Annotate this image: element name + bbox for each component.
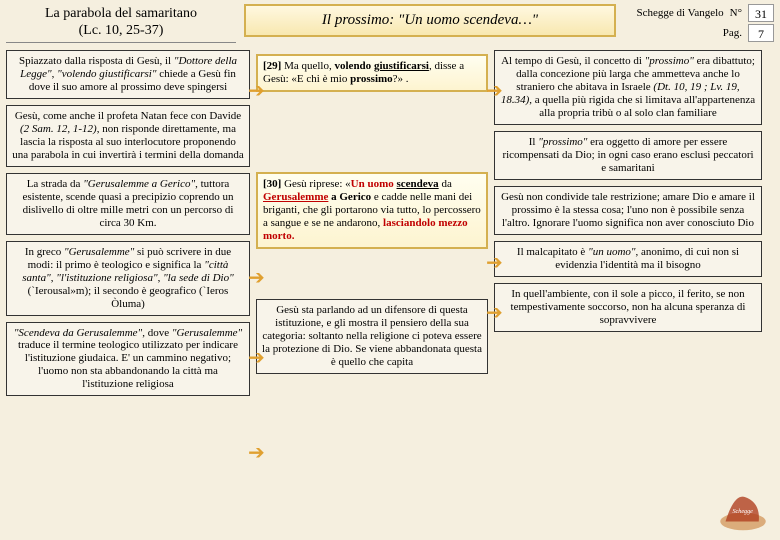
- center-column: [29] Ma quello, volendo giustificarsi, d…: [256, 50, 488, 402]
- left-title-2: (Lc. 10, 25-37): [10, 23, 232, 40]
- series-label: Schegge di Vangelo: [636, 7, 723, 19]
- left-box-5: "Scendeva da Gerusalemme", dove "Gerusal…: [6, 322, 250, 397]
- svg-text:Schegge: Schegge: [733, 509, 754, 515]
- n-label: N°: [730, 7, 742, 19]
- right-box-5: In quell'ambiente, con il sole a picco, …: [494, 283, 762, 332]
- right-box-1: Al tempo di Gesù, il concetto di "prossi…: [494, 50, 762, 125]
- title-right: Schegge di Vangelo N° 31 Pag. 7: [624, 4, 774, 44]
- left-title-1: La parabola del samaritano: [10, 6, 232, 23]
- left-box-3: La strada da "Gerusalemme a Gerico", tut…: [6, 173, 250, 235]
- center-box-1: [29] Ma quello, volendo giustificarsi, d…: [256, 54, 488, 92]
- right-box-3: Gesù non condivide tale restrizione; ama…: [494, 186, 762, 235]
- title-center: Il prossimo: "Un uomo scendeva…": [244, 4, 616, 37]
- pag-value: 7: [748, 24, 774, 42]
- arrow-icon: ➔: [248, 440, 265, 465]
- title-left: La parabola del samaritano (Lc. 10, 25-3…: [6, 4, 236, 43]
- center-box-3: Gesù sta parlando ad un difensore di que…: [256, 299, 488, 374]
- logo-icon: Schegge: [716, 490, 770, 532]
- left-box-4: In greco "Gerusalemme" si può scrivere i…: [6, 241, 250, 316]
- left-column: Spiazzato dalla risposta di Gesù, il "Do…: [6, 50, 250, 402]
- n-value: 31: [748, 4, 774, 22]
- pag-label: Pag.: [723, 27, 742, 39]
- left-box-2: Gesù, come anche il profeta Natan fece c…: [6, 105, 250, 167]
- center-box-2: [30] Gesù riprese: «Un uomo scendeva da …: [256, 172, 488, 249]
- right-box-2: Il "prossimo" era oggetto di amore per e…: [494, 131, 762, 180]
- right-box-4: Il malcapitato è "un uomo", anonimo, di …: [494, 241, 762, 277]
- left-box-1: Spiazzato dalla risposta di Gesù, il "Do…: [6, 50, 250, 99]
- right-column: Al tempo di Gesù, il concetto di "prossi…: [494, 50, 762, 402]
